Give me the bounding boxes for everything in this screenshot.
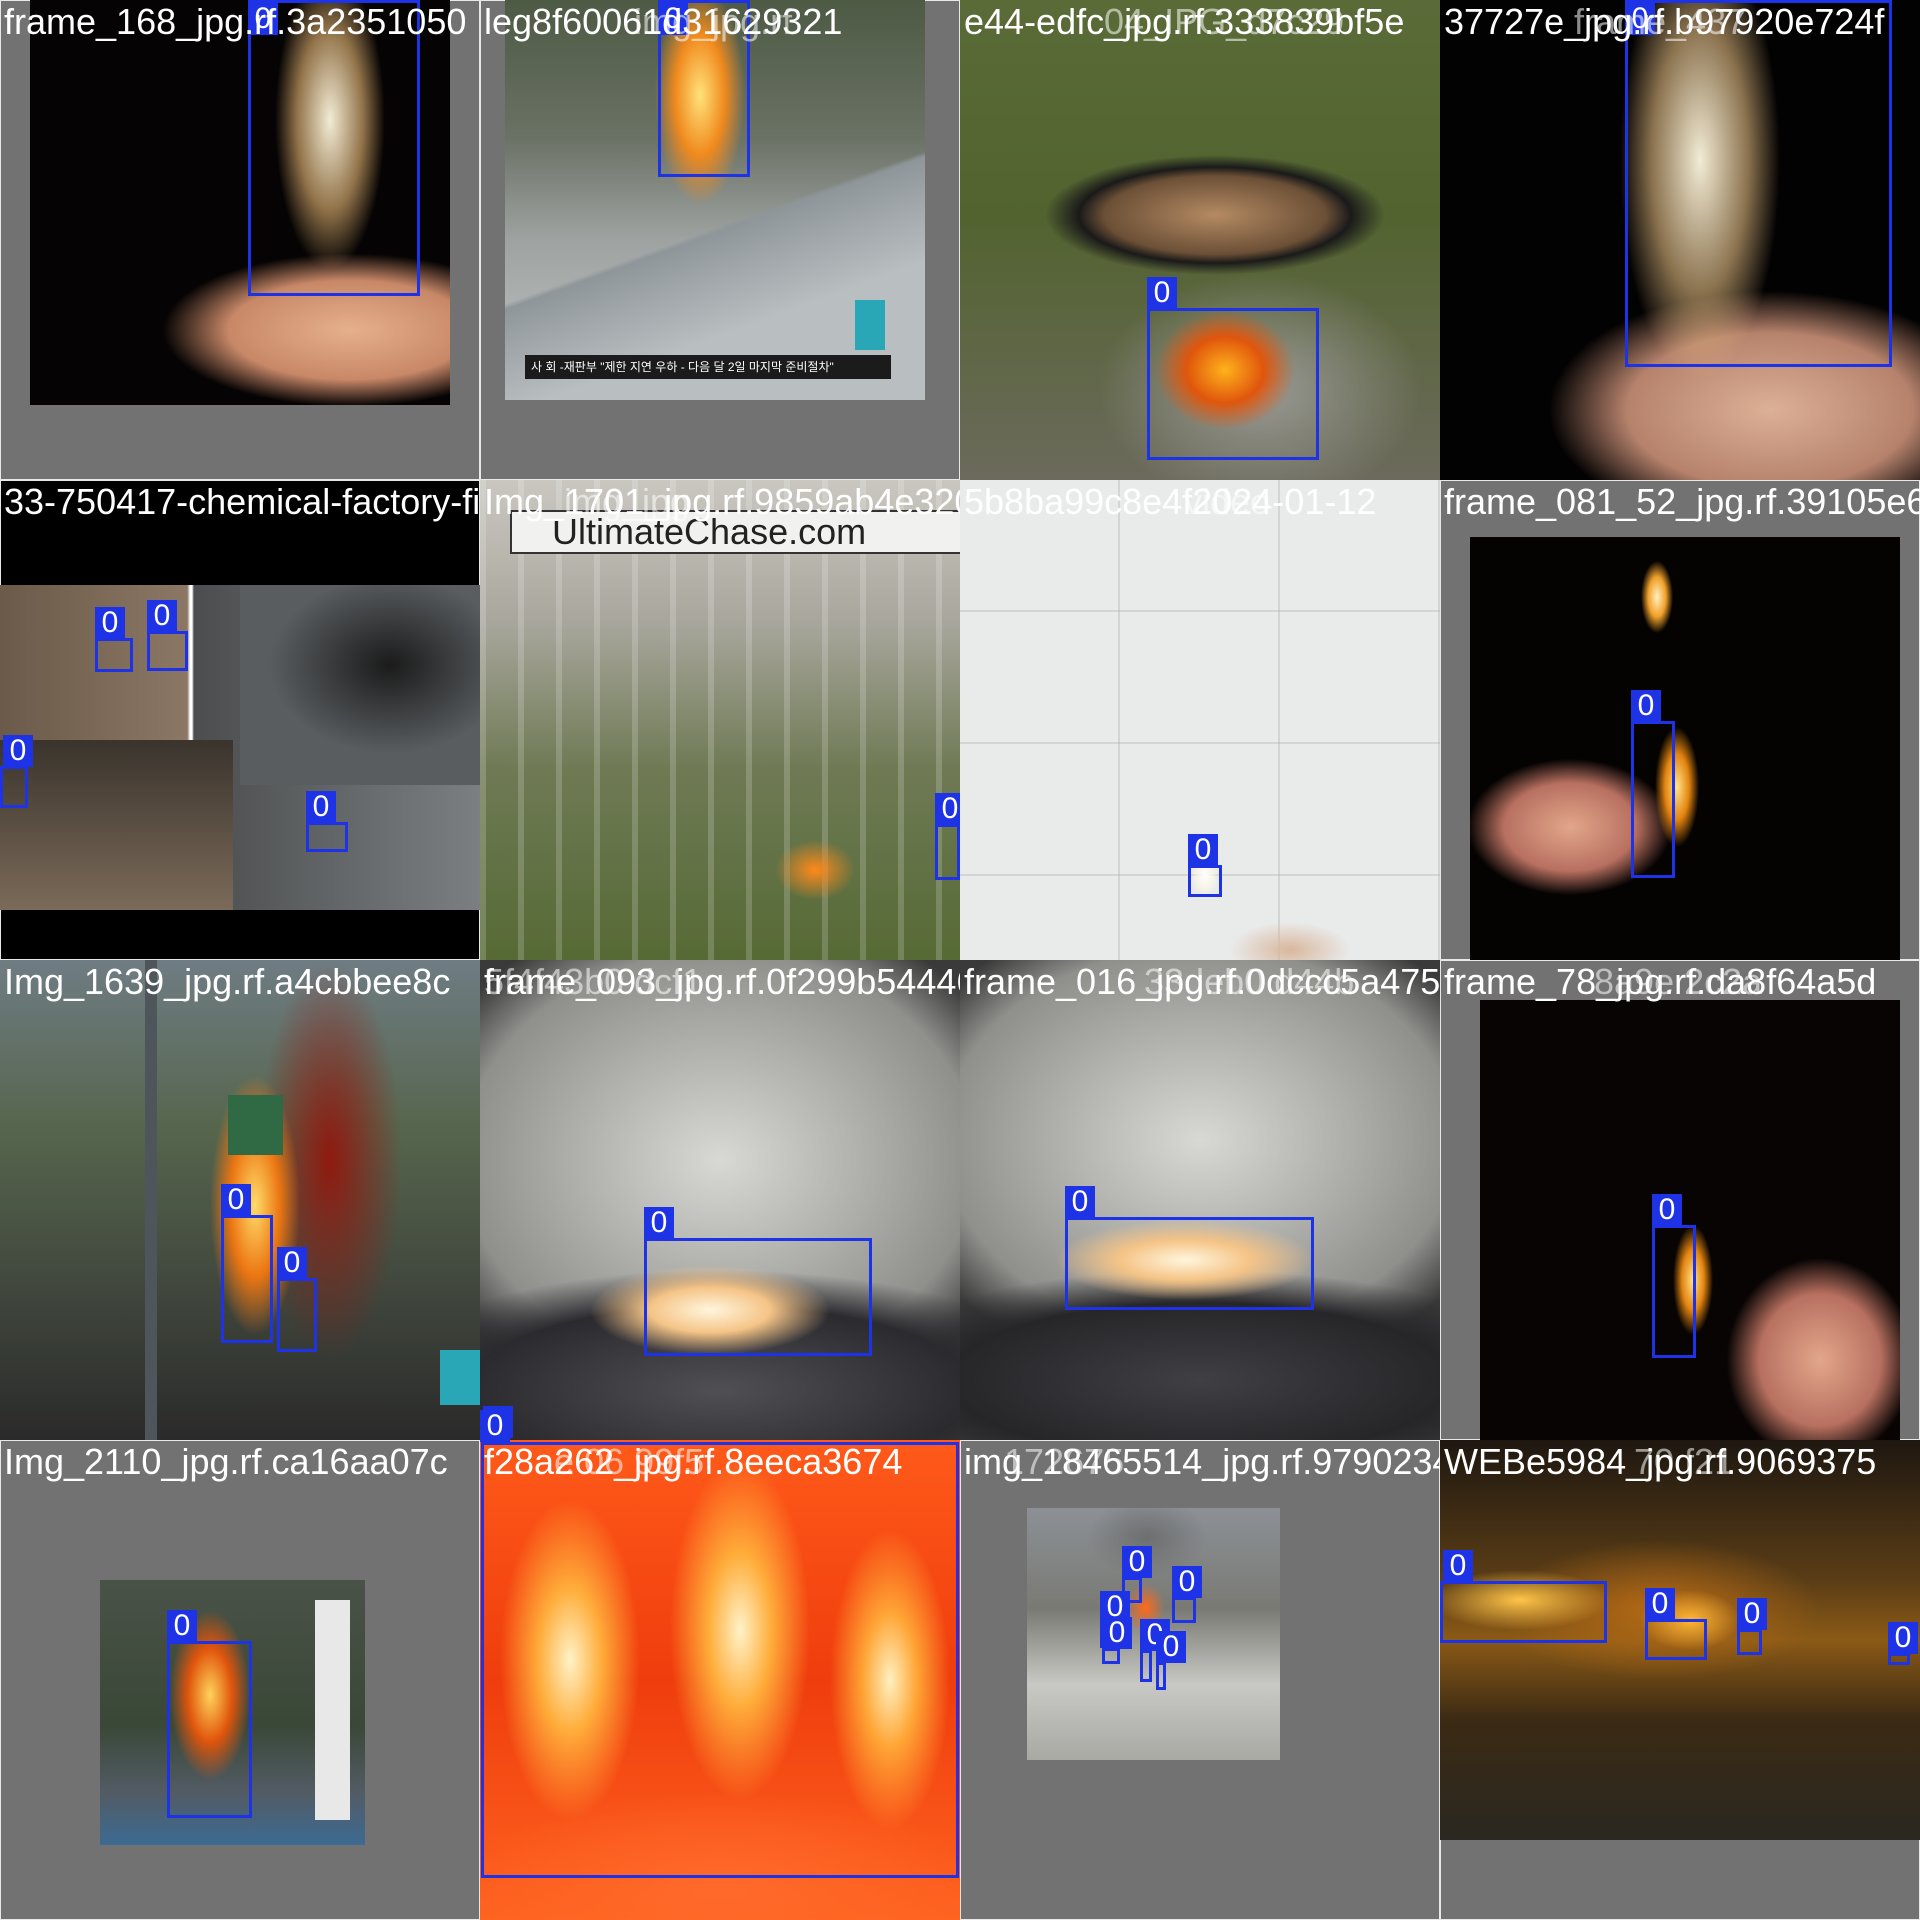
detection-box: 0 (1631, 690, 1675, 878)
mosaic-tile: 0 frame_081_52_jpg.rf.39105e688 (1440, 480, 1920, 960)
tile-photo (960, 960, 1440, 1440)
broadcaster-logo (855, 300, 885, 350)
tile-photo (30, 0, 450, 405)
detection-box: 0 (1102, 1617, 1132, 1664)
detection-class-tag: 0 (1652, 1194, 1682, 1226)
mosaic-tile: 0 frame_78_jpg.rf.da8f64a5d 8a9e 2c2a (1440, 960, 1920, 1440)
detection-class-tag: 0 (1122, 1546, 1152, 1578)
detection-class-tag: 0 (1065, 1186, 1095, 1218)
mosaic-tile: 0 0 Img_1639_jpg.rf.a4cbbee8c (0, 960, 480, 1440)
detection-box: 0 (1188, 834, 1222, 897)
mosaic-tile: UltimateChase.com 0 Img_1701_jpg.rf.9859… (480, 480, 960, 960)
detection-class-tag: 0 (306, 791, 336, 823)
detection-box: 0 (1625, 0, 1892, 367)
detection-class-tag: 0 (1631, 690, 1661, 722)
detection-box: 0 (935, 793, 960, 880)
detection-box: 0 (644, 1207, 872, 1356)
detection-box: 0 (1888, 1622, 1918, 1665)
tile-photo (1470, 537, 1900, 960)
detection-box: 0 (658, 0, 750, 177)
detection-class-tag: 0 (147, 600, 177, 632)
mosaic-tile: 0 0 0 0 0 0 img_18465514_jpg.rf.9790234f… (960, 1440, 1440, 1920)
detection-box: 0 (1140, 1619, 1170, 1682)
detection-class-tag: 0 (1645, 1588, 1675, 1620)
detection-class-tag: 0 (1172, 1566, 1202, 1598)
detection-box: 0 (248, 0, 420, 296)
mosaic-tile: 0 e44-edfc_jpg.rf.333839bf5e 04_IPG_d7c2… (960, 0, 1440, 480)
detection-class-tag: 0 (1147, 277, 1177, 309)
detection-class-tag: 0 (3, 735, 33, 767)
tile-photo (480, 960, 960, 1440)
detection-class-tag: 0 (1888, 1622, 1918, 1654)
detection-box: 0 (277, 1247, 317, 1352)
detection-class-tag: 0 (248, 3, 278, 35)
overlapping-filename-text: 8a9e 2c2a (1594, 961, 1763, 1002)
tile-filename-text: img_18465514_jpg.rf.9790234f7b (964, 1441, 1440, 1482)
video-watermark: UltimateChase.com (510, 510, 960, 554)
tile-photo (1440, 0, 1920, 480)
tile-filename-label: Img_2110_jpg.rf.ca16aa07c (4, 1441, 448, 1482)
overlapping-filename-text: 172675 (1004, 1441, 1125, 1482)
detection-box: 0 (1652, 1194, 1696, 1358)
tile-filename-label: frame_081_52_jpg.rf.39105e688 (1444, 481, 1920, 522)
detection-class-tag: 0 (221, 1184, 251, 1216)
detection-class-tag: 0 (1737, 1598, 1767, 1630)
news-caption-strip: 사 회 -재판부 "제한 지연 우하 - 다음 달 2일 마지막 준비절차" (525, 355, 891, 379)
detection-box: 0 (0, 735, 33, 808)
tile-photo (960, 480, 1440, 960)
tile-photo (960, 0, 1440, 480)
mosaic-tile: 0 0 0 0 33-750417-chemical-factory-fire (0, 480, 480, 960)
mosaic-tile: 0 0 frame_093_jpg.rf.0f299b54446 5f4f43b… (480, 960, 960, 1440)
tile-filename-label: img_18465514_jpg.rf.9790234f7b 172675 (964, 1442, 1440, 1482)
tile-photo: 사 회 -재판부 "제한 지연 우하 - 다음 달 2일 마지막 준비절차" (505, 0, 925, 400)
tile-filename-label: 33-750417-chemical-factory-fire (4, 481, 480, 522)
mosaic-tile: 0 5b8ba99c8e4f2024-01-12 video (960, 480, 1440, 960)
detection-class-tag: 0 (95, 607, 125, 639)
detection-box: 0 (1440, 1550, 1607, 1643)
detection-box: 0 (1147, 277, 1319, 460)
detection-box: 0 (1065, 1186, 1314, 1310)
tile-photo (480, 1440, 960, 1920)
mosaic-tile: 0 0 0 0 WEBe5984_jpg.rf.9069375 70 f21 (1440, 1440, 1920, 1920)
tile-filename-label: frame_78_jpg.rf.da8f64a5d 8a9e 2c2a (1444, 962, 1876, 1002)
mosaic-tile: 사 회 -재판부 "제한 지연 우하 - 다음 달 2일 마지막 준비절차" 0… (480, 0, 960, 480)
detection-class-tag: 0 (658, 3, 688, 35)
detection-box: 0 (1122, 1546, 1152, 1603)
tile-photo (100, 1580, 365, 1845)
mosaic-tile: 0 37727e_jpg.rf.b97920e724f frame_437 (1440, 0, 1920, 480)
detection-box: 0 (1645, 1588, 1707, 1660)
detection-class-tag: 0 (167, 1610, 197, 1642)
detection-box: 0 (1156, 1631, 1186, 1690)
detection-class-tag: 0 (277, 1247, 307, 1279)
detection-class-tag: 0 (935, 793, 960, 825)
tile-photo (1480, 1000, 1900, 1440)
boundary-detection-tag: 0 (480, 1410, 510, 1442)
tile-photo: UltimateChase.com (480, 480, 960, 960)
detection-class-tag: 0 (1625, 3, 1655, 35)
mosaic-tile: f28a262_jpg.rf.8eeca3674 e 06 99f5 (480, 1440, 960, 1920)
tile-filename-text: frame_78_jpg.rf.da8f64a5d (1444, 961, 1877, 1002)
detection-class-tag: 0 (1102, 1617, 1132, 1649)
detection-box (481, 1442, 959, 1878)
detection-class-tag: 0 (1100, 1591, 1130, 1623)
mosaic-tile: 0 frame_168_jpg.rf.3a2351050 (0, 0, 480, 480)
detection-box: 0 (95, 607, 133, 672)
detection-box: 0 (1172, 1566, 1202, 1623)
tile-photo (0, 585, 480, 910)
detection-box: 0 (221, 1184, 273, 1343)
detection-box: 0 (147, 600, 188, 671)
detection-box: 0 (1737, 1598, 1767, 1655)
mosaic-tile: 0 frame_016_jpg.rf.0dccc5a475 33deb0 d44… (960, 960, 1440, 1440)
detection-class-tag: 0 (1188, 834, 1218, 866)
detection-class-tag: 0 (1156, 1631, 1186, 1663)
detection-box: 0 (306, 791, 348, 852)
detection-box: 0 (167, 1610, 252, 1818)
mosaic-tile: 0 Img_2110_jpg.rf.ca16aa07c (0, 1440, 480, 1920)
detection-class-tag: 0 (644, 1207, 674, 1239)
detection-class-tag: 0 (1443, 1550, 1473, 1582)
